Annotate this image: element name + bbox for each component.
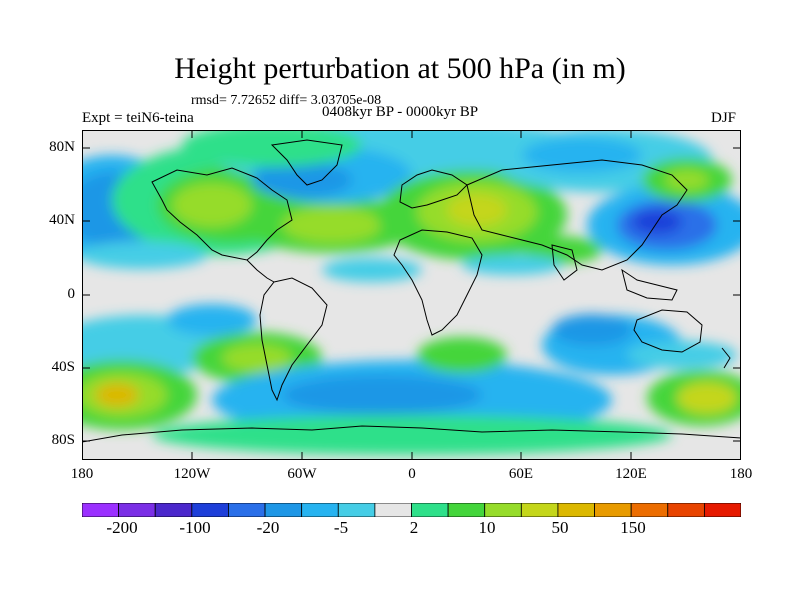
lon-label-120w: 120W (173, 466, 211, 482)
colorbar-label-1: -200 (106, 518, 138, 537)
colorbar-box (264, 503, 303, 517)
field-pos-eurasia-peak (447, 194, 507, 226)
coast-se-asia (621, 268, 678, 301)
lon-label-60w: 60W (287, 466, 317, 482)
field-neg-tropics-america (82, 241, 207, 269)
colorbar-box (154, 503, 193, 517)
ticks (82, 130, 741, 460)
colorbar-label-5: 2 (409, 518, 419, 537)
field-neg-tropics-ind (462, 255, 562, 275)
field-neg-s-indian-core (552, 314, 632, 346)
field-neg-southern-ocean-core (282, 375, 482, 415)
colorbar-box (484, 503, 522, 517)
coast-asia (466, 159, 688, 271)
field-pos-antarctic (152, 415, 672, 455)
experiment-label: Expt = teiN6-teina (82, 110, 194, 126)
colorbar-label-7: 50 (551, 518, 569, 537)
colorbar-box (630, 503, 669, 517)
season-label: DJF (711, 110, 737, 126)
lat-label-0: 0 (67, 286, 76, 302)
lat-label-80s: 80S (51, 432, 75, 448)
height-perturbation-map (82, 130, 741, 460)
coast-greenland (270, 139, 343, 186)
colorbar-box (667, 503, 705, 517)
lat-label-80n: 80N (49, 139, 75, 155)
field-neg-s-australia (627, 341, 737, 369)
colorbar-box (337, 503, 376, 517)
colorbar-label-8: 150 (620, 518, 646, 537)
field-pos-atlantic-core (282, 207, 382, 243)
colorbar-box (118, 503, 156, 517)
colorbar-box (82, 503, 120, 517)
field-neg-siberia-core (522, 137, 642, 173)
colorbar-box (703, 503, 741, 517)
lon-label-180e: 180 (729, 466, 753, 482)
coast-new-zealand (721, 347, 731, 369)
field-pos-s-atlantic (417, 337, 507, 373)
coast-africa (393, 229, 483, 336)
coastlines (82, 139, 741, 443)
colorbar-label-3: -20 (256, 518, 280, 537)
coast-north-america (151, 167, 293, 261)
coast-europe (399, 169, 468, 209)
colorbar-box (191, 503, 229, 517)
lon-label-0: 0 (408, 466, 416, 482)
colorbar-box (228, 503, 266, 517)
lon-label-120e: 120E (615, 466, 647, 482)
field-pos-bering-core (665, 170, 709, 190)
field-neg-s-pacific-core (167, 304, 257, 336)
colorbar-box (557, 503, 595, 517)
field-pos-sw-pacific-peak (95, 383, 139, 407)
colorbar-label-4: -5 (333, 518, 349, 537)
colorbar (82, 503, 741, 517)
lon-label-180w: 180 (70, 466, 94, 482)
colorbar-box (447, 503, 486, 517)
colorbar-label-6: 10 (478, 518, 496, 537)
colorbar-box (374, 503, 412, 517)
field-pos-arctic-ne (182, 130, 362, 167)
colorbar-box (411, 503, 449, 517)
colorbar-box (301, 503, 339, 517)
stats-text: rmsd= 7.72652 diff= 3.03705e-08 (191, 93, 382, 108)
coast-antarctica (82, 425, 741, 443)
field-pos-s-pacific-core (222, 344, 292, 372)
colorbar-box (520, 503, 559, 517)
field-pos-se-pacific-core (677, 382, 737, 414)
coast-india (551, 244, 578, 281)
field-neg-tropics-atl (322, 258, 422, 282)
lat-label-40s: 40S (51, 359, 75, 375)
period-label: 0408kyr BP - 0000kyr BP (322, 104, 479, 120)
lat-label-40n: 40N (49, 212, 75, 228)
coast-south-america (259, 277, 328, 402)
plot-title: Height perturbation at 500 hPa (in m) (174, 52, 626, 85)
coast-australia (633, 309, 703, 353)
coast-central-america (246, 259, 275, 283)
field-pos-namerica-peak (172, 183, 252, 227)
colorbar-box (594, 503, 632, 517)
colorbar-label-2: -100 (179, 518, 211, 537)
map-frame (82, 130, 741, 460)
lon-label-60e: 60E (508, 466, 534, 482)
